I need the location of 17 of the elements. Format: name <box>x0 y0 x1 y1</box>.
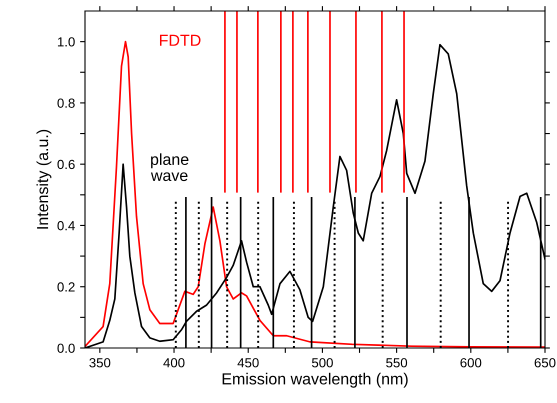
x-tick-label: 450 <box>238 358 259 368</box>
y-tick-label: 0.2 <box>57 282 75 292</box>
x-axis-title: Emission wavelength (nm) <box>222 372 408 388</box>
x-tick-label: 400 <box>163 358 185 368</box>
annotation: plane wave <box>150 153 188 182</box>
annotation: FDTD <box>160 34 200 46</box>
y-tick-label: 0.0 <box>57 344 75 353</box>
y-tick-label: 0.4 <box>57 221 75 230</box>
x-tick-label: 350 <box>89 358 110 368</box>
x-tick-label: 650 <box>534 358 556 368</box>
y-tick-label: 0.8 <box>57 98 75 108</box>
x-tick-label: 500 <box>312 358 333 368</box>
y-axis-title: Intensity (a.u.) <box>36 130 52 229</box>
y-tick-label: 0.6 <box>57 160 75 170</box>
x-tick-label: 550 <box>386 358 408 368</box>
x-tick-label: 600 <box>460 358 482 368</box>
y-tick-label: 1.0 <box>58 37 75 47</box>
